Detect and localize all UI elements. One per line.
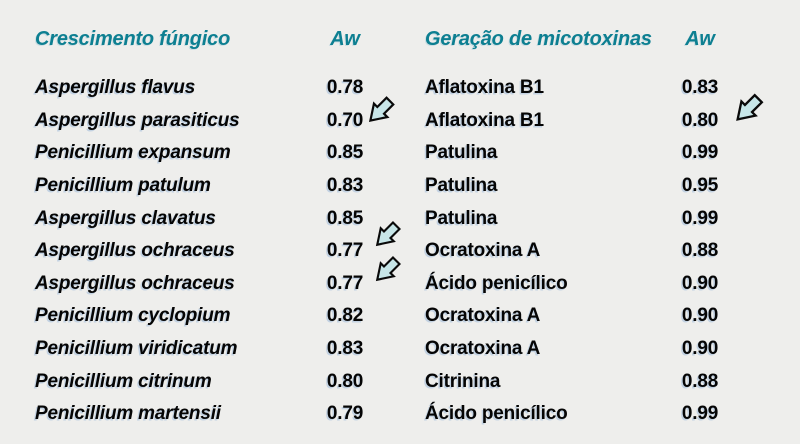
toxin-aw-value: 0.88 [681, 370, 719, 392]
toxin-aw-value: 0.90 [681, 338, 719, 360]
mycotoxin-name: Aflatoxina B1 [425, 77, 544, 99]
species-name: Aspergillus ochraceus [35, 272, 235, 294]
toxin-aw-value: 0.80 [681, 109, 719, 131]
species-name: Aspergillus flavus [35, 77, 196, 99]
table-row: Penicillium patulum 0.83 Patulina 0.95 [0, 170, 765, 203]
table-row: Aspergillus flavus 0.78 Aflatoxina B1 0.… [0, 72, 765, 105]
toxin-aw-value: 0.99 [681, 403, 719, 425]
mycotoxin-name: Patulina [425, 175, 498, 197]
mycotoxin-name: Ácido penicílico [425, 272, 568, 294]
growth-aw-value: 0.83 [326, 175, 364, 197]
growth-aw-value: 0.79 [326, 403, 364, 425]
species-name: Aspergillus parasiticus [35, 109, 240, 131]
toxin-aw-value: 0.83 [681, 77, 719, 99]
growth-aw-value: 0.85 [326, 207, 364, 229]
species-name: Aspergillus clavatus [35, 207, 216, 229]
mycotoxin-name: Ácido penicílico [425, 403, 568, 425]
column-header-fungal-growth: Crescimento fúngico [35, 27, 231, 50]
table-row: Aspergillus ochraceus 0.77 Ocratoxina A … [0, 235, 765, 268]
growth-aw-value: 0.77 [326, 272, 364, 294]
growth-aw-value: 0.83 [326, 338, 364, 360]
mycotoxin-name: Ocratoxina A [425, 305, 541, 327]
table-row: Penicillium martensii 0.79 Ácido penicíl… [0, 398, 765, 431]
mycotoxin-name: Ocratoxina A [425, 338, 541, 360]
table-header-row: Crescimento fúngico Aw Geração de micoto… [0, 26, 800, 52]
growth-aw-value: 0.78 [326, 77, 364, 99]
down-left-arrow-icon [373, 249, 407, 285]
toxin-aw-value: 0.90 [681, 272, 719, 294]
table-row: Penicillium cyclopium 0.82 Ocratoxina A … [0, 300, 765, 333]
species-name: Penicillium expansum [35, 142, 231, 164]
column-header-toxin-aw: Aw [685, 27, 715, 50]
species-name: Aspergillus ochraceus [35, 240, 235, 262]
species-name: Penicillium patulum [35, 175, 211, 197]
down-left-arrow-icon [733, 85, 770, 126]
mycotoxin-name: Citrinina [425, 370, 501, 392]
toxin-aw-value: 0.90 [681, 305, 719, 327]
mycotoxin-name: Aflatoxina B1 [425, 109, 544, 131]
table-row: Aspergillus parasiticus 0.70 Aflatoxina … [0, 105, 765, 138]
table-row: Aspergillus clavatus 0.85 Patulina 0.99 [0, 202, 765, 235]
growth-aw-value: 0.80 [326, 370, 364, 392]
table-body: Aspergillus flavus 0.78 Aflatoxina B1 0.… [0, 72, 765, 431]
growth-aw-value: 0.70 [326, 109, 364, 131]
table-row: Penicillium viridicatum 0.83 Ocratoxina … [0, 333, 765, 366]
growth-aw-value: 0.77 [326, 240, 364, 262]
down-left-arrow-icon [373, 214, 407, 250]
species-name: Penicillium citrinum [35, 370, 212, 392]
toxin-aw-value: 0.99 [681, 207, 719, 229]
species-name: Penicillium cyclopium [35, 305, 231, 327]
mycotoxin-name: Patulina [425, 207, 498, 229]
table-row: Penicillium citrinum 0.80 Citrinina 0.88 [0, 365, 765, 398]
growth-aw-value: 0.85 [326, 142, 364, 164]
mycotoxin-name: Ocratoxina A [425, 240, 541, 262]
species-name: Penicillium martensii [35, 403, 221, 425]
toxin-aw-value: 0.88 [681, 240, 719, 262]
mycotoxin-name: Patulina [425, 142, 498, 164]
down-left-arrow-icon [366, 89, 401, 126]
column-header-mycotoxin-generation: Geração de micotoxinas [425, 27, 652, 50]
growth-aw-value: 0.82 [326, 305, 364, 327]
column-header-growth-aw: Aw [330, 27, 360, 50]
toxin-aw-value: 0.99 [681, 142, 719, 164]
toxin-aw-value: 0.95 [681, 175, 719, 197]
species-name: Penicillium viridicatum [35, 338, 238, 360]
table-row: Aspergillus ochraceus 0.77 Ácido penicíl… [0, 268, 765, 301]
table-row: Penicillium expansum 0.85 Patulina 0.99 [0, 137, 765, 170]
